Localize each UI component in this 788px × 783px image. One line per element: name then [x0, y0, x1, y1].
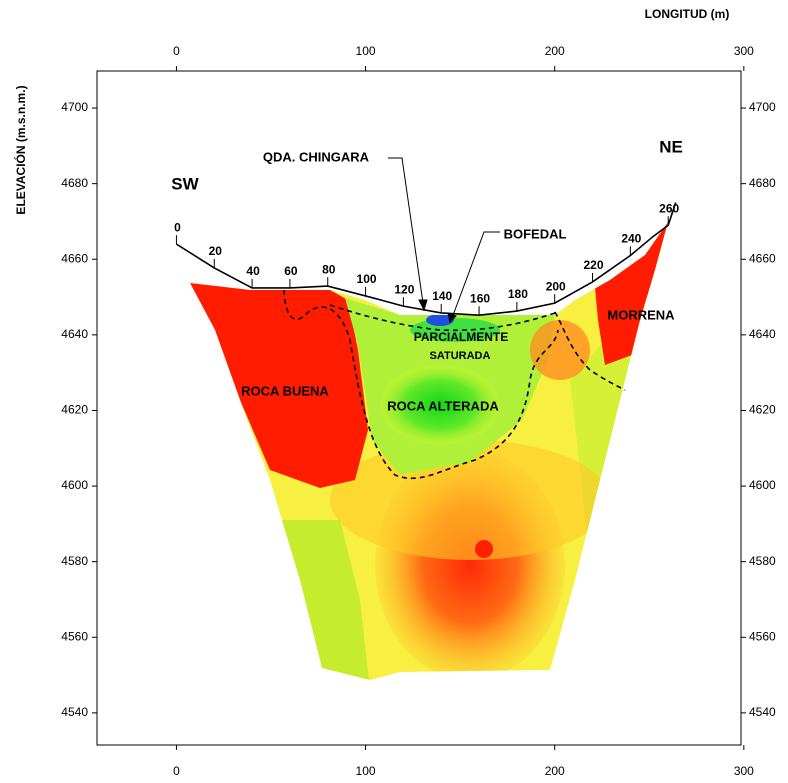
annotation: QDA. CHINGARA	[263, 149, 370, 164]
station-label: 260	[659, 201, 679, 215]
y-tick-label: 4620	[749, 403, 776, 417]
topography-line	[176, 202, 677, 317]
station-label: 80	[322, 262, 336, 276]
x-tick-label: 300	[734, 44, 754, 58]
y-tick-label: 4600	[749, 478, 776, 492]
station-label: 120	[394, 282, 414, 296]
annotation: MORRENA	[607, 307, 675, 322]
station-label: 40	[246, 264, 260, 278]
annotation: BOFEDAL	[504, 226, 567, 241]
y-tick-label: 4580	[61, 554, 88, 568]
y-tick-label: 4660	[749, 251, 776, 265]
x-tick-label: 200	[545, 44, 565, 58]
y-tick-label: 4680	[749, 176, 776, 190]
y-axis-title: ELEVACIÓN (m.s.n.m.)	[13, 85, 28, 214]
x-tick-label: 300	[734, 764, 754, 778]
x-axis-title: LONGITUD (m)	[645, 7, 730, 21]
y-tick-label: 4640	[749, 327, 776, 341]
annotation: NE	[659, 137, 683, 156]
y-tick-label: 4600	[61, 478, 88, 492]
x-tick-label: 100	[356, 44, 376, 58]
y-tick-label: 4680	[61, 176, 88, 190]
station-label: 200	[546, 279, 566, 293]
station-label: 60	[284, 264, 298, 278]
plot-frame	[96, 70, 742, 746]
y-tick-label: 4700	[61, 100, 88, 114]
y-tick-label: 4660	[61, 251, 88, 265]
station-label: 160	[470, 291, 490, 305]
y-tick-label: 4580	[749, 554, 776, 568]
x-tick-label: 200	[545, 764, 565, 778]
y-tick-label: 4560	[749, 629, 776, 643]
annotation: ROCA ALTERADA	[387, 398, 499, 413]
station-label: 240	[621, 232, 641, 246]
station-label: 0	[174, 220, 181, 234]
zone-boundaries	[283, 289, 626, 480]
y-tick-label: 4700	[749, 100, 776, 114]
annotation: ROCA BUENA	[241, 383, 329, 398]
y-tick-label: 4560	[61, 629, 88, 643]
station-label: 140	[432, 289, 452, 303]
x-tick-label: 100	[356, 764, 376, 778]
annotation: SW	[171, 174, 199, 193]
y-tick-label: 4640	[61, 327, 88, 341]
station-label: 180	[508, 287, 528, 301]
y-tick-label: 4540	[749, 705, 776, 719]
y-tick-label: 4620	[61, 403, 88, 417]
annotation: PARCIALMENTE	[414, 330, 508, 344]
annotation-leaders	[388, 157, 500, 323]
station-label: 220	[584, 258, 604, 272]
y-tick-label: 4540	[61, 705, 88, 719]
station-label: 20	[209, 244, 223, 258]
annotation: SATURADA	[430, 350, 491, 362]
x-tick-label: 0	[173, 44, 180, 58]
station-label: 100	[357, 272, 377, 286]
x-tick-label: 0	[173, 764, 180, 778]
